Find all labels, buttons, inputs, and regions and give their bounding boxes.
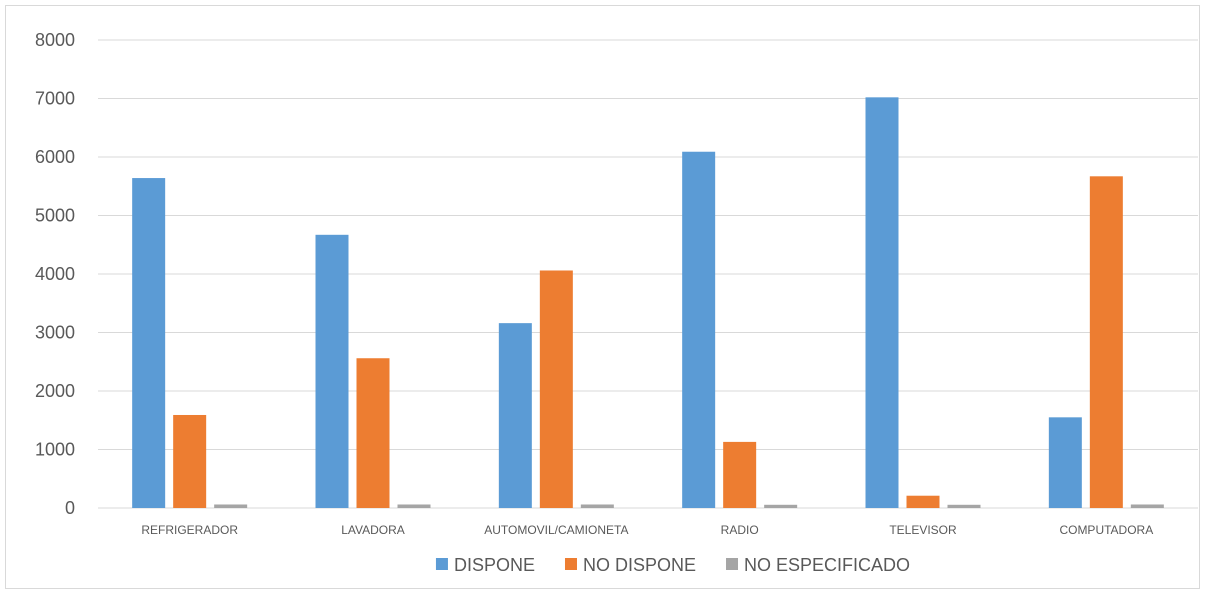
x-tick-label: AUTOMOVIL/CAMIONETA [484,523,628,537]
x-axis-ticks: REFRIGERADOR LAVADORA AUTOMOVIL/CAMIONETA R… [141,523,1153,537]
legend-label: NO ESPECIFICADO [744,555,910,575]
bars [132,97,1164,509]
bar-dispone-refrigerador [132,178,166,508]
gridlines [98,39,1198,509]
bar-dispone-automovil-camioneta [498,323,532,508]
bar-dispone-lavadora [315,234,349,508]
bar-dispone-radio [682,151,716,509]
bar-no-especificado-televisor [947,504,981,508]
y-axis-ticks: 0 1000 2000 3000 4000 5000 6000 7000 8000 [35,30,75,518]
bar-no-dispone-refrigerador [173,414,207,508]
bar-no-dispone-lavadora [356,358,390,508]
y-tick-label: 5000 [35,206,75,226]
legend-label: DISPONE [454,555,535,575]
x-tick-label: TELEVISOR [889,523,957,537]
bar-no-especificado-refrigerador [214,504,248,508]
bar-dispone-televisor [865,97,899,508]
legend-swatch [726,558,739,570]
legend-swatch [564,558,577,570]
y-tick-label: 4000 [35,264,75,284]
y-tick-label: 1000 [35,440,75,460]
y-tick-label: 7000 [35,89,75,109]
bar-no-especificado-radio [764,504,798,508]
y-tick-label: 3000 [35,323,75,343]
legend-label: NO DISPONE [583,555,696,575]
x-tick-label: COMPUTADORA [1059,523,1153,537]
x-tick-label: RADIO [721,523,759,537]
y-tick-label: 2000 [35,381,75,401]
bar-no-dispone-automovil-camioneta [539,270,573,508]
x-tick-label: LAVADORA [341,523,405,537]
x-tick-label: REFRIGERADOR [141,523,238,537]
bar-no-especificado-lavadora [397,504,431,508]
y-tick-label: 8000 [35,30,75,50]
bar-no-especificado-computadora [1130,504,1164,508]
legend-swatch [435,558,448,570]
bar-no-dispone-radio [723,441,757,508]
bar-dispone-computadora [1048,417,1082,508]
bar-no-especificado-automovil-camioneta [580,504,614,508]
bar-no-dispone-computadora [1089,176,1123,508]
y-tick-label: 0 [65,498,75,518]
legend: DISPONE NO DISPONE NO ESPECIFICADO [435,555,910,575]
y-tick-label: 6000 [35,147,75,167]
bar-no-dispone-televisor [906,495,940,508]
